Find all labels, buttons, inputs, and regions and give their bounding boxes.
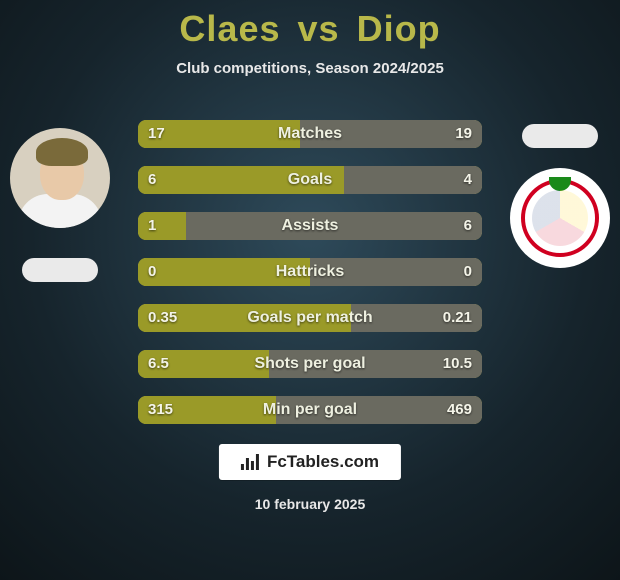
stat-row: 00Hattricks bbox=[138, 258, 482, 286]
stat-row: 1719Matches bbox=[138, 120, 482, 148]
title-vs: vs bbox=[292, 8, 346, 49]
page-title: Claes vs Diop bbox=[0, 0, 620, 50]
player2-flag bbox=[522, 124, 598, 148]
stat-row: 16Assists bbox=[138, 212, 482, 240]
branding-badge[interactable]: FcTables.com bbox=[219, 444, 401, 480]
comparison-card: Claes vs Diop Club competitions, Season … bbox=[0, 0, 620, 580]
club-logo-icon bbox=[521, 179, 599, 257]
stat-label: Hattricks bbox=[138, 258, 482, 286]
stat-label: Shots per goal bbox=[138, 350, 482, 378]
date-text: 10 february 2025 bbox=[0, 496, 620, 512]
stat-label: Assists bbox=[138, 212, 482, 240]
stat-label: Min per goal bbox=[138, 396, 482, 424]
branding-text: FcTables.com bbox=[267, 452, 379, 472]
title-player2: Diop bbox=[357, 8, 441, 49]
subtitle: Club competitions, Season 2024/2025 bbox=[0, 60, 620, 77]
bar-chart-icon bbox=[241, 454, 259, 470]
stat-row: 6.510.5Shots per goal bbox=[138, 350, 482, 378]
player2-club-logo bbox=[510, 168, 610, 268]
stat-label: Goals bbox=[138, 166, 482, 194]
stat-label: Matches bbox=[138, 120, 482, 148]
player1-flag bbox=[22, 258, 98, 282]
stat-row: 315469Min per goal bbox=[138, 396, 482, 424]
stat-row: 64Goals bbox=[138, 166, 482, 194]
stat-row: 0.350.21Goals per match bbox=[138, 304, 482, 332]
player1-avatar bbox=[10, 128, 110, 228]
stat-label: Goals per match bbox=[138, 304, 482, 332]
title-player1: Claes bbox=[179, 8, 280, 49]
stats-bars: 1719Matches 64Goals 16Assists 00Hattricks 0.… bbox=[138, 120, 482, 442]
